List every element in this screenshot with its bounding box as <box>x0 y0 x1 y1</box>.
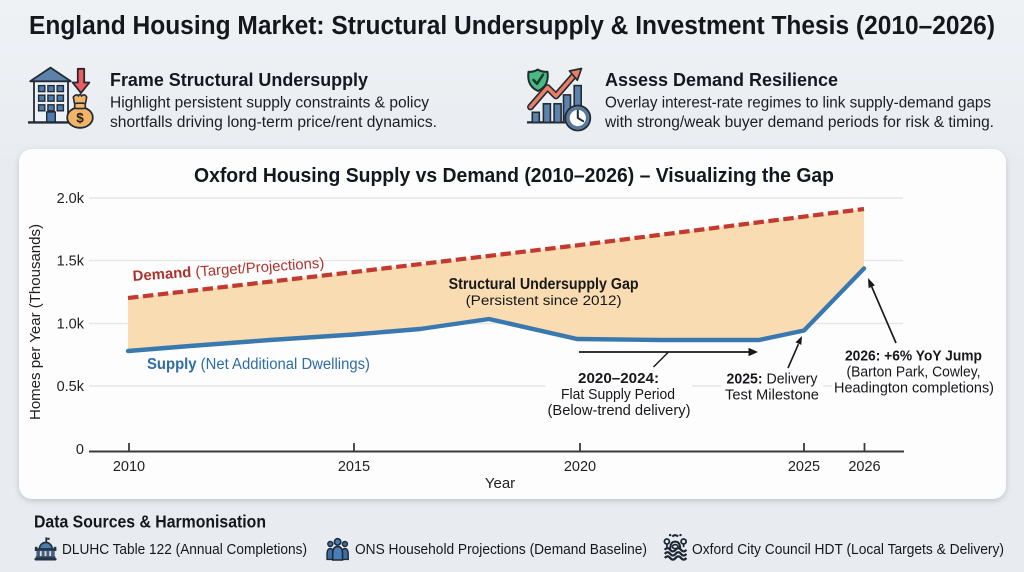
svg-text:1.0k: 1.0k <box>57 317 85 333</box>
svg-text:Homes per Year (Thousands): Homes per Year (Thousands) <box>27 224 44 420</box>
svg-text:(Persistent since 2012): (Persistent since 2012) <box>466 293 622 309</box>
svg-text:Frame Structural Undersupply: Frame Structural Undersupply <box>110 69 369 90</box>
svg-text:2015: 2015 <box>338 459 370 475</box>
svg-text:Structural Undersupply Gap: Structural Undersupply Gap <box>449 276 639 293</box>
svg-text:(Barton Park, Cowley,: (Barton Park, Cowley, <box>847 365 981 381</box>
svg-text:$: $ <box>76 111 84 126</box>
svg-text:(Below-trend delivery): (Below-trend delivery) <box>548 403 691 419</box>
svg-text:2020: 2020 <box>564 459 596 475</box>
svg-text:2026: +6% YoY Jump: 2026: +6% YoY Jump <box>845 349 982 365</box>
svg-text:Oxford Housing Supply vs Deman: Oxford Housing Supply vs Demand (2010–20… <box>194 164 834 187</box>
svg-text:Oxford City Council HDT (Local: Oxford City Council HDT (Local Targets &… <box>692 541 1004 558</box>
svg-text:2025: Delivery: 2025: Delivery <box>727 372 819 388</box>
svg-text:Highlight persistent supply co: Highlight persistent supply constraints … <box>110 95 429 112</box>
svg-text:Overlay interest-rate regimes: Overlay interest-rate regimes to link su… <box>605 95 991 112</box>
svg-text:2.0k: 2.0k <box>57 191 85 207</box>
svg-text:Headington completions): Headington completions) <box>834 381 994 397</box>
svg-text:2020–2024:: 2020–2024: <box>578 370 659 387</box>
svg-text:2025: 2025 <box>788 459 820 475</box>
svg-text:shortfalls driving long-term p: shortfalls driving long-term price/rent … <box>110 114 437 131</box>
svg-text:Test Milestone: Test Milestone <box>725 388 819 404</box>
svg-text:0.5k: 0.5k <box>57 379 85 395</box>
svg-text:with strong/weak buyer demand: with strong/weak buyer demand periods fo… <box>604 114 994 131</box>
svg-text:ONS Household Projections (Dem: ONS Household Projections (Demand Baseli… <box>355 541 647 558</box>
svg-text:0: 0 <box>76 442 84 458</box>
svg-text:1.5k: 1.5k <box>57 254 85 270</box>
svg-text:Year: Year <box>485 475 515 492</box>
svg-text:Flat Supply Period: Flat Supply Period <box>561 387 675 403</box>
svg-text:2026: 2026 <box>848 459 880 475</box>
svg-text:Supply (Net Additional Dwellin: Supply (Net Additional Dwellings) <box>147 356 370 373</box>
svg-text:England Housing Market: Struct: England Housing Market: Structural Under… <box>29 12 995 40</box>
svg-text:2010: 2010 <box>113 459 145 475</box>
svg-text:Assess Demand Resilience: Assess Demand Resilience <box>605 69 838 90</box>
svg-text:Data Sources & Harmonisation: Data Sources & Harmonisation <box>34 512 266 532</box>
svg-text:DLUHC Table 122 (Annual Comple: DLUHC Table 122 (Annual Completions) <box>62 541 307 558</box>
